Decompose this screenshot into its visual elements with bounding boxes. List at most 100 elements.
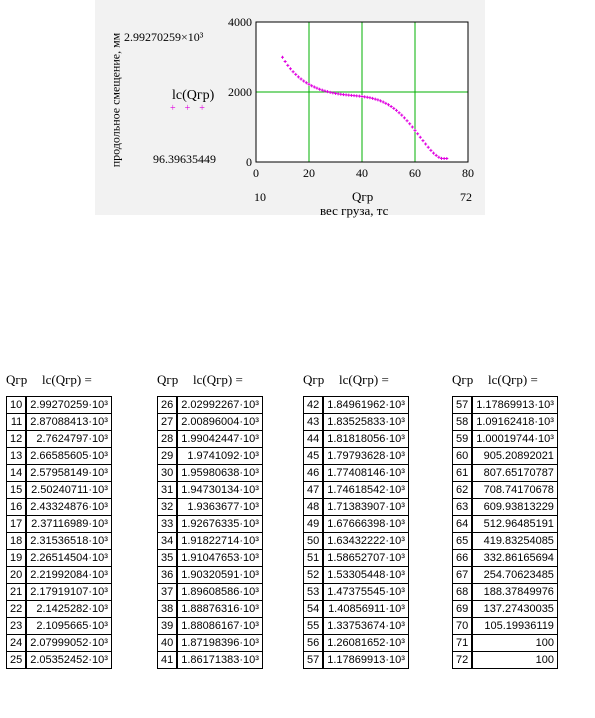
data-point bbox=[421, 139, 425, 143]
table-row: 58 1.09162418·10³ bbox=[451, 413, 558, 431]
table-row: 13 2.66585605·10³ bbox=[5, 447, 112, 465]
arg-cell: 43 bbox=[302, 413, 324, 431]
arg-cell: 19 bbox=[5, 549, 27, 567]
value-cell: 1.74618542·10³ bbox=[323, 481, 409, 499]
arg-cell: 56 bbox=[302, 634, 324, 652]
data-point bbox=[408, 122, 412, 126]
value-cell: 1.83525833·10³ bbox=[323, 413, 409, 431]
data-point bbox=[315, 86, 319, 90]
arg-cell: 44 bbox=[302, 430, 324, 448]
data-point bbox=[371, 96, 375, 100]
value-cell: 1.53305448·10³ bbox=[323, 566, 409, 584]
arg-cell: 13 bbox=[5, 447, 27, 465]
table-row: 20 2.21992084·10³ bbox=[5, 566, 112, 584]
value-cell: 2.99270259·10³ bbox=[26, 396, 112, 414]
table-fn-header: lc(Qгр) = bbox=[42, 372, 92, 387]
value-cell: 2.17919107·10³ bbox=[26, 583, 112, 601]
value-cell: 2.1095665·10³ bbox=[26, 617, 112, 635]
series-marker-icon: +++ bbox=[170, 103, 214, 114]
value-cell: 1.71383907·10³ bbox=[323, 498, 409, 516]
data-point bbox=[320, 88, 324, 92]
data-point bbox=[400, 113, 404, 117]
data-point bbox=[389, 104, 393, 108]
value-cell: 1.88086167·10³ bbox=[177, 617, 263, 635]
value-cell: 100 bbox=[472, 634, 558, 652]
value-cell: 1.63432222·10³ bbox=[323, 532, 409, 550]
data-point bbox=[328, 90, 332, 94]
arg-cell: 29 bbox=[156, 447, 178, 465]
table-row: 27 2.00896004·10³ bbox=[156, 413, 263, 431]
arg-cell: 10 bbox=[5, 396, 27, 414]
table-row: 17 2.37116989·10³ bbox=[5, 515, 112, 533]
values-table: 42 1.84961962·10³ 43 1.83525833·10³ 44 1.8181… bbox=[302, 396, 409, 669]
arg-cell: 31 bbox=[156, 481, 178, 499]
value-cell: 2.21992084·10³ bbox=[26, 566, 112, 584]
x-axis-title: Qгр bbox=[352, 189, 374, 204]
table-row: 18 2.31536518·10³ bbox=[5, 532, 112, 550]
arg-cell: 26 bbox=[156, 396, 178, 414]
arg-cell: 41 bbox=[156, 651, 178, 669]
value-cell: 2.87088413·10³ bbox=[26, 413, 112, 431]
table-row: 26 2.02992267·10³ bbox=[156, 396, 263, 414]
table-row: 35 1.91047653·10³ bbox=[156, 549, 263, 567]
values-table: 26 2.02992267·10³ 27 2.00896004·10³ 28 1.9904… bbox=[156, 396, 263, 669]
value-cell: 2.31536518·10³ bbox=[26, 532, 112, 550]
value-cell: 1.40856911·10³ bbox=[323, 600, 409, 618]
table-fn-header: lc(Qгр) = bbox=[488, 372, 538, 387]
x-max-marker-label: 72 bbox=[460, 190, 472, 204]
data-point bbox=[387, 103, 390, 107]
table-arg-header: Qгр bbox=[303, 372, 325, 387]
table-arg-header: Qгр bbox=[157, 372, 179, 387]
value-cell: 2.26514504·10³ bbox=[26, 549, 112, 567]
value-cell: 2.66585605·10³ bbox=[26, 447, 112, 465]
data-point bbox=[336, 92, 340, 96]
table-row: 60 905.20892021 bbox=[451, 447, 558, 465]
table-row: 59 1.00019744·10³ bbox=[451, 430, 558, 448]
value-cell: 1.77408146·10³ bbox=[323, 464, 409, 482]
table-arg-header: Qгр bbox=[452, 372, 474, 387]
table-arg-header: Qгр bbox=[6, 372, 28, 387]
data-point bbox=[281, 55, 284, 59]
data-point bbox=[339, 92, 343, 96]
value-cell: 105.19936119 bbox=[472, 617, 558, 635]
table-row: 23 2.1095665·10³ bbox=[5, 617, 112, 635]
arg-cell: 55 bbox=[302, 617, 324, 635]
data-point bbox=[357, 94, 361, 98]
data-point bbox=[394, 108, 398, 112]
value-cell: 1.17869913·10³ bbox=[323, 651, 409, 669]
value-cell: 609.93813229 bbox=[472, 498, 558, 516]
table-row: 16 2.43324876·10³ bbox=[5, 498, 112, 516]
values-table: 10 2.99270259·10³ 11 2.87088413·10³ 12 2.7624… bbox=[5, 396, 112, 669]
arg-cell: 63 bbox=[451, 498, 473, 516]
series-label: lc(Qгр) bbox=[172, 88, 215, 103]
table-row: 69 137.27430035 bbox=[451, 600, 558, 618]
arg-cell: 16 bbox=[5, 498, 27, 516]
arg-cell: 66 bbox=[451, 549, 473, 567]
arg-cell: 15 bbox=[5, 481, 27, 499]
data-point bbox=[437, 155, 441, 159]
table-row: 63 609.93813229 bbox=[451, 498, 558, 516]
arg-cell: 51 bbox=[302, 549, 324, 567]
data-point bbox=[326, 90, 330, 94]
table-row: 33 1.92676335·10³ bbox=[156, 515, 263, 533]
arg-cell: 32 bbox=[156, 498, 178, 516]
value-cell: 1.17869913·10³ bbox=[472, 396, 558, 414]
data-point bbox=[373, 97, 377, 101]
arg-cell: 68 bbox=[451, 583, 473, 601]
arg-cell: 33 bbox=[156, 515, 178, 533]
arg-cell: 22 bbox=[5, 600, 27, 618]
value-cell: 1.58652707·10³ bbox=[323, 549, 409, 567]
value-cell: 1.89608586·10³ bbox=[177, 583, 263, 601]
x-tick-label: 80 bbox=[462, 166, 474, 180]
arg-cell: 48 bbox=[302, 498, 324, 516]
table-row: 25 2.05352452·10³ bbox=[5, 651, 112, 669]
arg-cell: 39 bbox=[156, 617, 178, 635]
table-row: 12 2.7624797·10³ bbox=[5, 430, 112, 448]
table-row: 28 1.99042447·10³ bbox=[156, 430, 263, 448]
table-row: 67 254.70623485 bbox=[451, 566, 558, 584]
arg-cell: 49 bbox=[302, 515, 324, 533]
arg-cell: 24 bbox=[5, 634, 27, 652]
arg-cell: 72 bbox=[451, 651, 473, 669]
arg-cell: 34 bbox=[156, 532, 178, 550]
value-cell: 1.95980638·10³ bbox=[177, 464, 263, 482]
